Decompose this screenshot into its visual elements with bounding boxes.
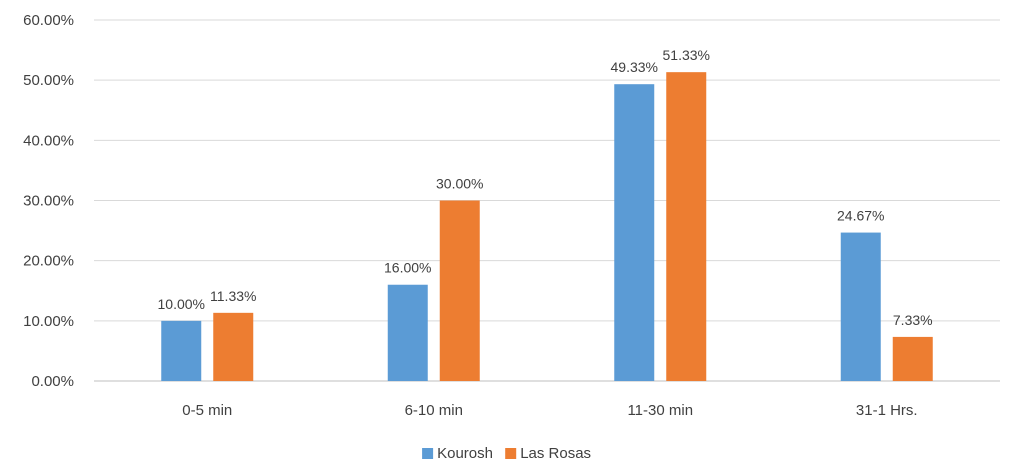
data-label: 7.33% (893, 312, 933, 328)
x-tick-label: 11-30 min (627, 402, 693, 419)
data-label: 24.67% (837, 208, 884, 224)
data-label: 51.33% (663, 47, 710, 63)
y-tick-label: 40.00% (23, 132, 74, 149)
legend-label: Kourosh (437, 445, 493, 462)
y-tick-label: 20.00% (23, 253, 74, 270)
y-tick-label: 50.00% (23, 72, 74, 89)
y-tick-label: 10.00% (23, 313, 74, 330)
bar (892, 336, 933, 381)
legend: Kourosh Las Rosas (422, 445, 591, 462)
x-tick-label: 0-5 min (182, 402, 232, 419)
y-axis-ticks: 0.00% 10.00% 20.00% 30.00% 40.00% 50.00% 60.00… (23, 12, 74, 390)
bar (387, 284, 428, 381)
legend-swatch (505, 448, 517, 459)
bar (161, 320, 202, 381)
bar (666, 72, 707, 382)
y-tick-label: 0.00% (31, 373, 74, 390)
x-tick-label: 6-10 min (405, 402, 463, 419)
data-label: 49.33% (611, 59, 658, 75)
y-tick-label: 30.00% (23, 193, 74, 210)
x-axis-categories: 0-5 min 6-10 min 11-30 min 31-1 Hrs. (182, 402, 917, 419)
data-label: 16.00% (384, 260, 431, 276)
bar (840, 232, 881, 381)
data-label: 11.33% (210, 288, 256, 304)
bars (161, 72, 933, 382)
data-label: 10.00% (158, 296, 205, 312)
data-labels: 10.00% 11.33% 16.00% 30.00% 49.33% 51.33% 24.6… (158, 47, 933, 328)
x-tick-label: 31-1 Hrs. (856, 402, 918, 419)
data-label: 30.00% (436, 176, 483, 192)
legend-label: Las Rosas (520, 445, 591, 462)
bar (213, 312, 254, 381)
y-tick-label: 60.00% (23, 12, 74, 29)
bar (614, 84, 655, 382)
bar (439, 200, 480, 381)
legend-swatch (422, 448, 434, 459)
